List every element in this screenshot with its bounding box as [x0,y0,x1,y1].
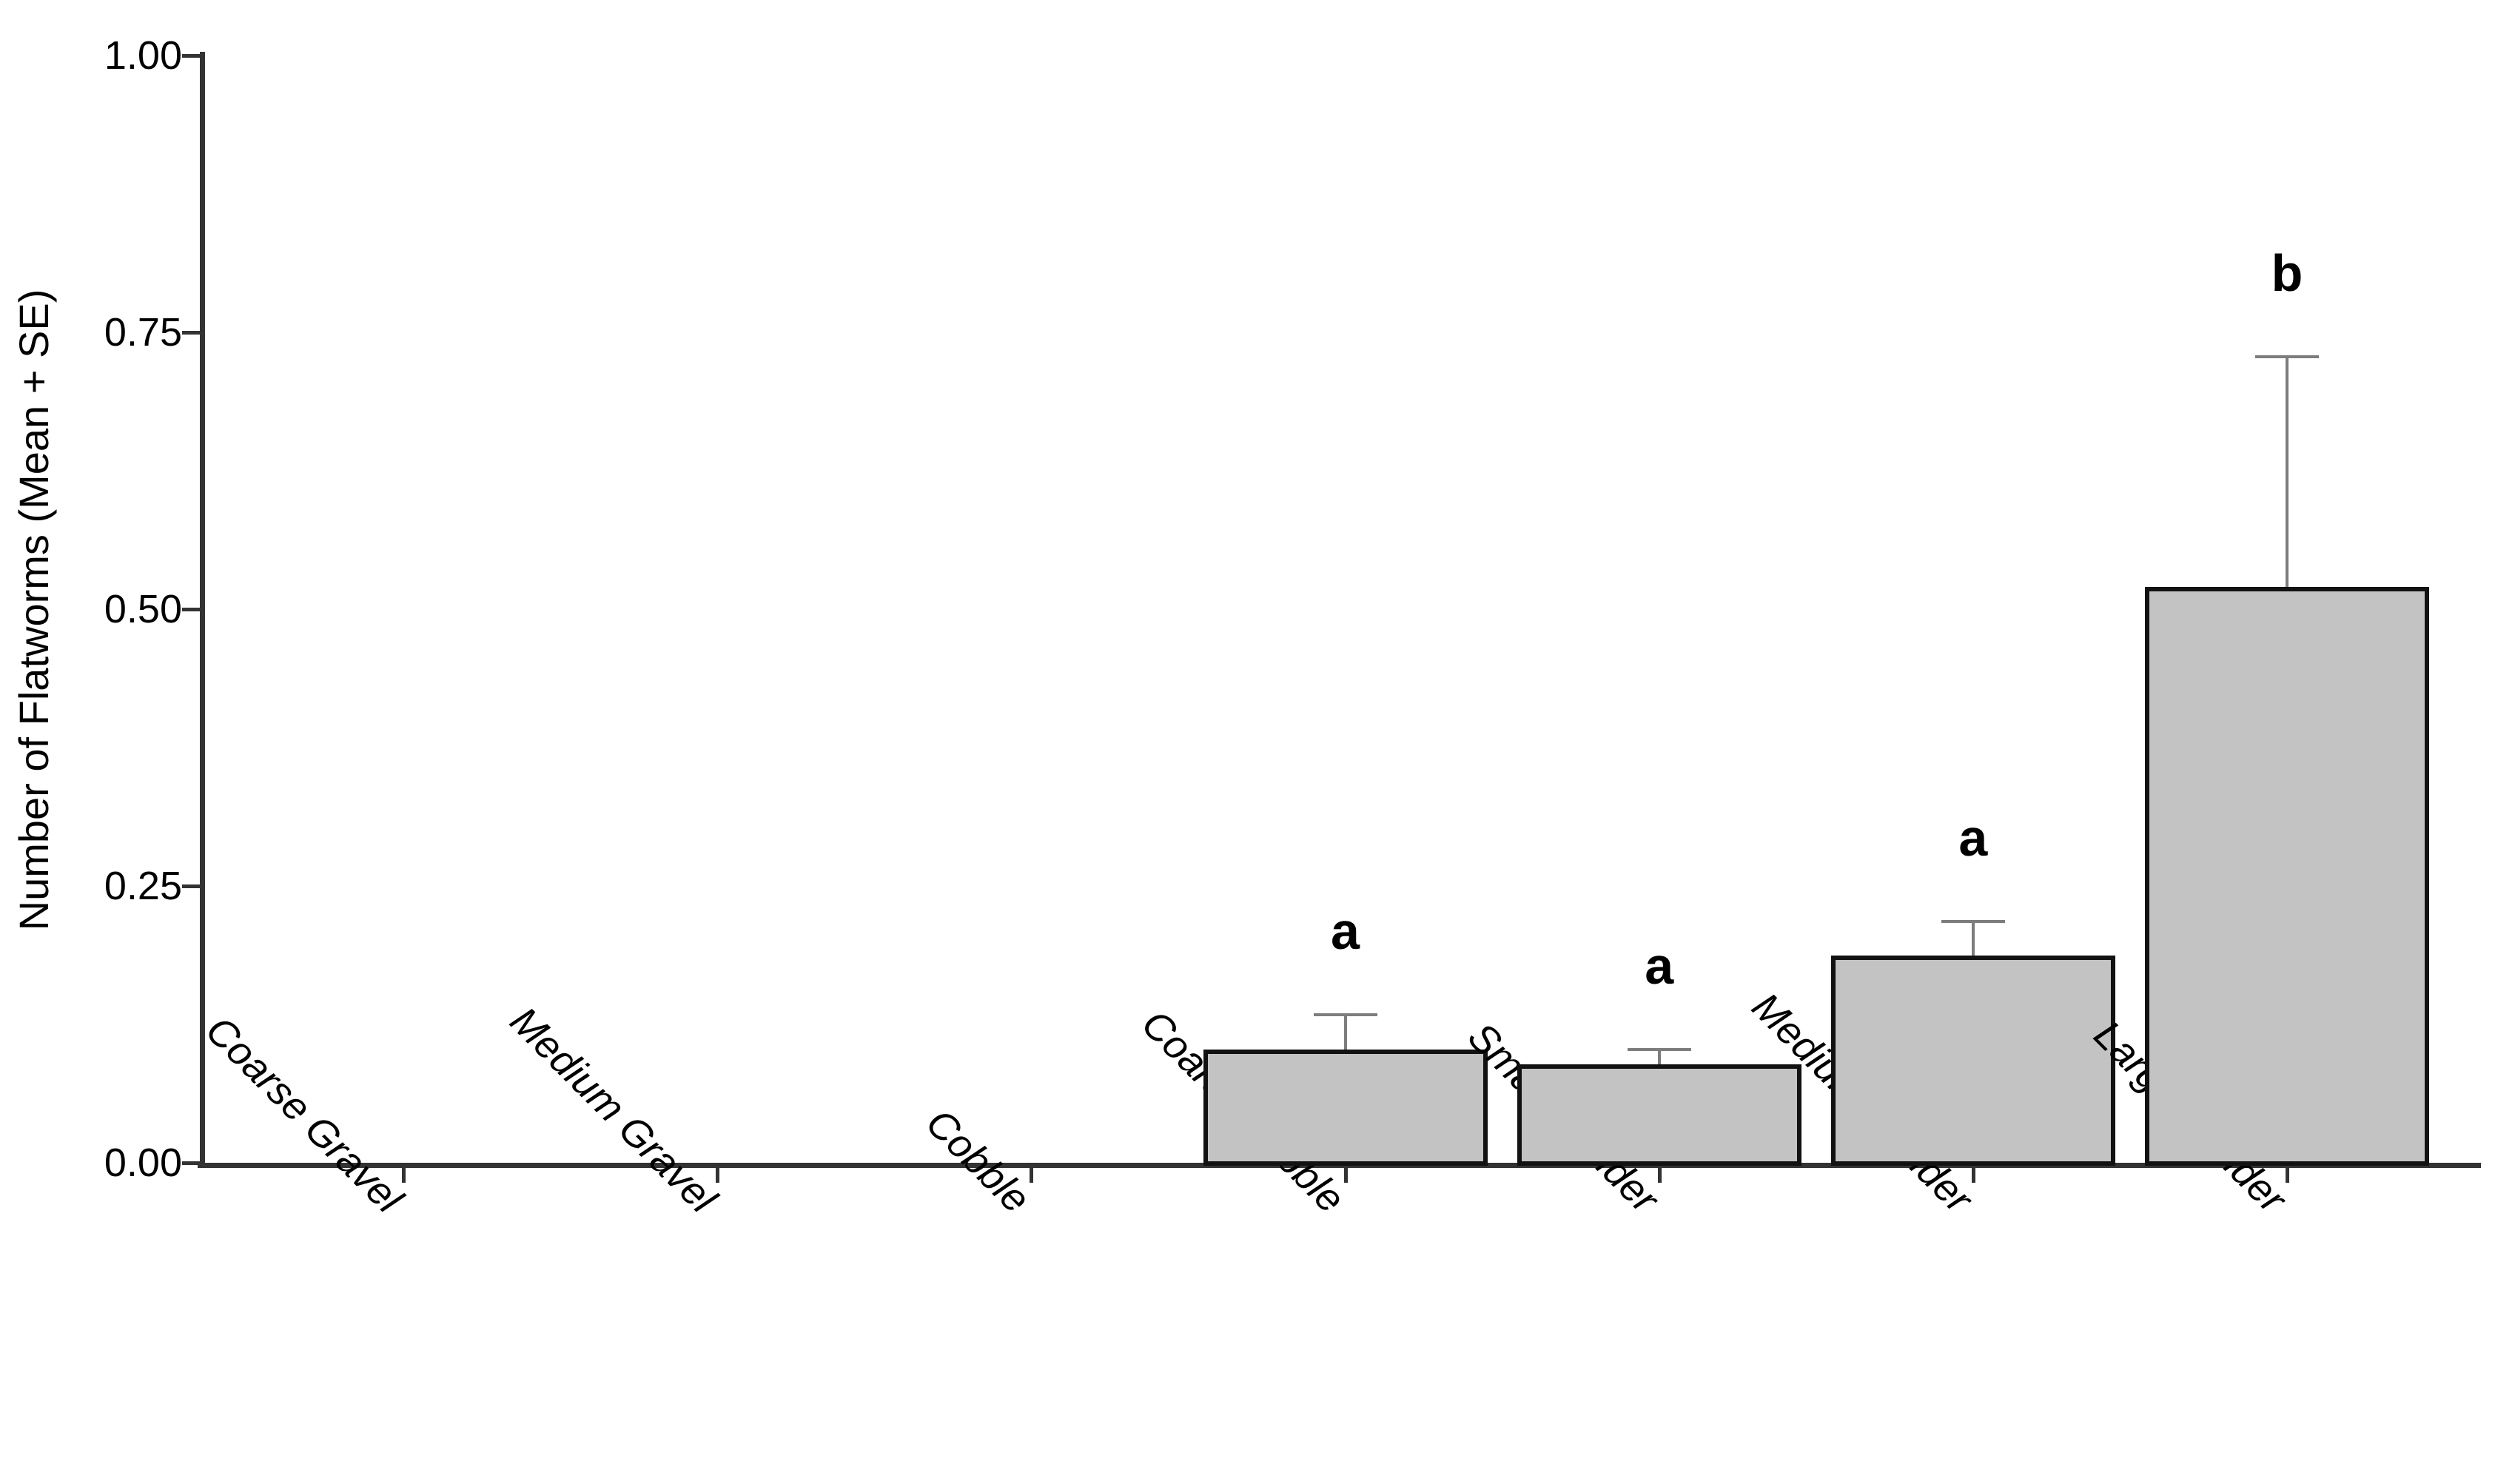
error-bar-cap [1313,1013,1377,1016]
x-tick-mark [1657,1168,1662,1183]
x-tick-label: Cobble [918,1100,1039,1222]
error-bar-line [1657,1050,1661,1064]
bar [1203,1050,1488,1166]
x-tick-mark [716,1168,720,1183]
x-tick-label: Coarse Gravel [197,1007,412,1222]
y-tick-mark [182,331,200,335]
y-axis-line [200,52,205,1168]
bar [1830,956,2115,1166]
significance-letter: b [2271,244,2303,302]
y-tick-label: 0.00 [104,1141,182,1185]
x-tick-mark [2286,1168,2290,1183]
y-tick-label: 0.25 [104,864,182,908]
x-tick-label: Medium Gravel [501,998,725,1222]
significance-letter: a [1645,937,1674,996]
error-bar-line [1971,921,1975,956]
error-bar-line [1343,1014,1347,1050]
y-tick-label: 0.50 [104,587,182,631]
y-tick-label: 0.75 [104,310,182,355]
x-tick-mark [1030,1168,1034,1183]
x-tick-mark [1971,1168,1975,1183]
y-tick-mark [182,1161,200,1165]
bar [1517,1064,1801,1166]
y-tick-mark [182,54,200,58]
error-bar-cap [2255,355,2320,358]
significance-letter: a [1958,808,1988,867]
bar [2145,587,2430,1166]
error-bar-line [2286,356,2289,588]
y-tick-label: 1.00 [104,33,182,78]
y-tick-mark [182,608,200,611]
significance-letter: a [1331,902,1360,960]
x-tick-mark [402,1168,406,1183]
x-tick-mark [1343,1168,1348,1183]
y-tick-mark [182,884,200,888]
error-bar-cap [1941,919,2005,923]
error-bar-cap [1627,1048,1691,1052]
